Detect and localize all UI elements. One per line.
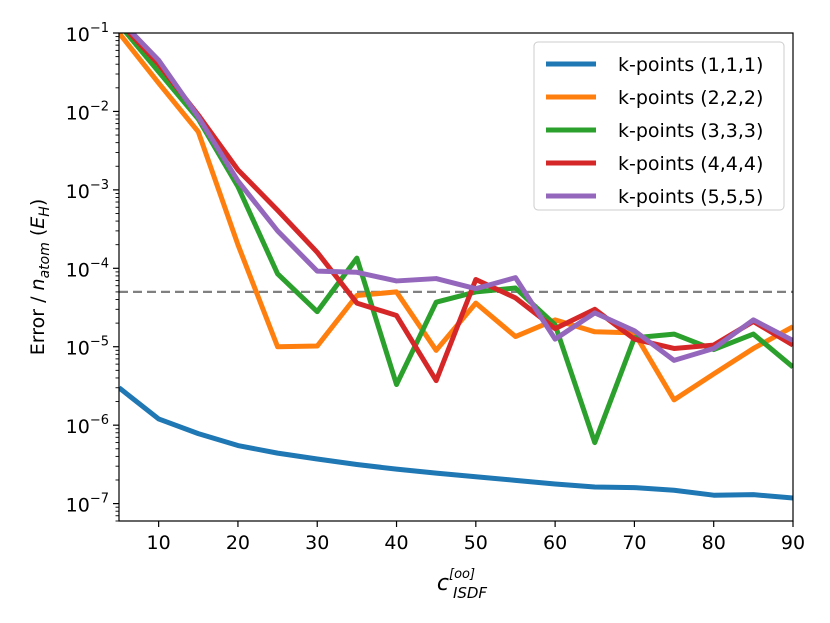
x-tick-label: 30 <box>305 532 329 554</box>
legend-frame <box>533 41 785 211</box>
series-layer <box>119 33 793 501</box>
y-axis-title-open: ( <box>27 229 49 242</box>
y-tick-label: 10−2 <box>66 99 109 124</box>
y-axis-title-prefix: Error / <box>27 290 49 355</box>
y-tick-label-exponent: −7 <box>90 492 109 507</box>
x-tick-label: 90 <box>781 532 805 554</box>
legend-label-4: k-points (4,4,4) <box>618 153 763 175</box>
y-tick-label-base: 10 <box>66 181 90 203</box>
y-tick-label-base: 10 <box>66 24 90 46</box>
y-tick-label: 10−3 <box>66 178 109 203</box>
plot-frame <box>118 32 794 522</box>
legend-label-5: k-points (5,5,5) <box>618 186 763 208</box>
y-axis-title-n: n <box>27 278 49 290</box>
y-tick-label-exponent: −2 <box>90 99 109 114</box>
x-axis-title-sub: ISDF <box>453 584 487 602</box>
x-tick-label: 40 <box>384 532 408 554</box>
y-tick-label-exponent: −6 <box>90 413 109 428</box>
x-axis-title: c[oo] ISDF <box>437 567 488 602</box>
y-tick-label-base: 10 <box>66 416 90 438</box>
x-tick-label: 10 <box>147 532 171 554</box>
x-tick-label: 50 <box>464 532 488 554</box>
x-tick-label: 20 <box>226 532 250 554</box>
y-tick-label-base: 10 <box>66 338 90 360</box>
legend-label-2: k-points (2,2,2) <box>618 87 763 109</box>
x-axis-title-sup: [oo] <box>449 567 475 582</box>
x-tick-label: 80 <box>702 532 726 554</box>
x-tick-label: 60 <box>543 532 567 554</box>
y-axis-title-e-sub: H <box>37 206 53 217</box>
y-tick-label: 10−7 <box>66 492 109 517</box>
y-tick-label: 10−4 <box>66 256 109 281</box>
x-tick-label: 70 <box>622 532 646 554</box>
y-axis-title-close: ) <box>27 199 49 206</box>
y-tick-label-base: 10 <box>66 495 90 517</box>
x-axis: 10 20 30 40 50 60 70 80 90 <box>147 521 805 554</box>
y-tick-label-exponent: −3 <box>90 178 109 193</box>
x-axis-title-base: c <box>437 571 449 596</box>
y-axis-title: Error / natom (EH) <box>27 199 53 356</box>
y-tick-label: 10−1 <box>66 21 109 46</box>
legend: k-points (1,1,1) k-points (2,2,2) k-points… <box>533 41 785 211</box>
legend-label-3: k-points (3,3,3) <box>618 120 763 142</box>
y-tick-label-base: 10 <box>66 259 90 281</box>
y-tick-label: 10−5 <box>66 335 109 360</box>
series-line-1 <box>119 385 793 501</box>
y-tick-label-base: 10 <box>66 102 90 124</box>
y-tick-label-exponent: −1 <box>90 21 109 36</box>
y-tick-label-exponent: −4 <box>90 256 109 271</box>
series-line-3 <box>123 33 793 446</box>
legend-label-1: k-points (1,1,1) <box>618 54 763 76</box>
series-line-5 <box>128 33 793 363</box>
y-axis-title-e: E <box>27 217 49 229</box>
y-axis: 10−710−610−510−410−310−210−1 <box>66 21 119 522</box>
y-tick-label: 10−6 <box>66 413 109 438</box>
y-tick-label-exponent: −5 <box>90 335 109 350</box>
y-axis-title-n-sub: atom <box>37 242 53 278</box>
series-line-4 <box>126 33 793 384</box>
